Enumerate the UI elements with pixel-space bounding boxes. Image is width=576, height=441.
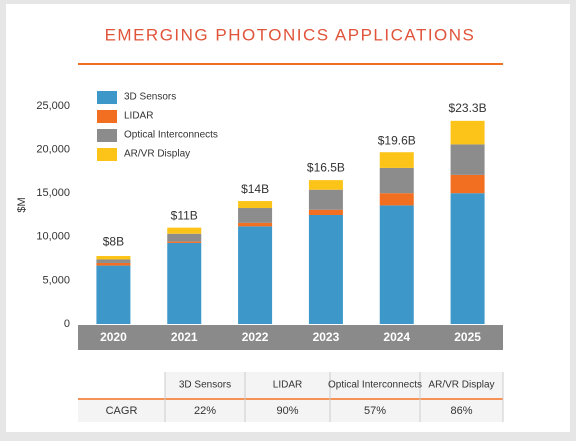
x-tick-label: 2022: [242, 330, 269, 344]
bar-segment: [96, 255, 131, 260]
bar-segment: [379, 167, 414, 194]
bar-segment: [450, 144, 485, 175]
table-row: [78, 400, 503, 422]
bar-segment: [308, 180, 343, 190]
x-tick-label: 2025: [454, 330, 481, 344]
legend-swatch: [97, 129, 117, 142]
legend-label: Optical Interconnects: [124, 130, 218, 141]
table-cell: 90%: [276, 405, 298, 417]
bar-segment: [379, 193, 414, 206]
legend-label: AR/VR Display: [124, 149, 190, 160]
y-tick-label: 15,000: [36, 187, 70, 199]
y-tick-label: 5,000: [42, 274, 70, 286]
x-tick-label: 2023: [313, 330, 340, 344]
table-header-cell: LIDAR: [273, 380, 302, 391]
bar-segment: [379, 152, 414, 168]
x-tick-label: 2024: [383, 330, 410, 344]
bar-segment: [238, 222, 273, 227]
bar-segment: [238, 201, 273, 209]
legend-swatch: [97, 91, 117, 104]
y-axis-label: $M: [16, 197, 28, 212]
table-header: [165, 372, 503, 398]
chart-title: EMERGING PHOTONICS APPLICATIONS: [105, 25, 476, 44]
legend-label: 3D Sensors: [124, 92, 176, 103]
table-header-cell: Optical Interconnects: [328, 380, 422, 391]
total-label: $23.3B: [449, 101, 487, 115]
bar-segment: [96, 265, 131, 324]
y-tick-label: 10,000: [36, 231, 70, 243]
bar-segment: [238, 208, 273, 223]
table-cell: 86%: [450, 405, 472, 417]
legend-swatch: [97, 148, 117, 161]
table-cell: 22%: [194, 405, 216, 417]
bar-segment: [308, 215, 343, 324]
panel: [6, 4, 570, 432]
bar-segment: [308, 209, 343, 215]
bar-segment: [238, 226, 273, 324]
total-label: $19.6B: [378, 133, 416, 147]
bar-segment: [167, 242, 202, 324]
year-strip: [78, 325, 503, 350]
table-header-cell: AR/VR Display: [428, 380, 494, 391]
bar-segment: [96, 259, 131, 263]
y-tick-label: 20,000: [36, 144, 70, 156]
bar-segment: [167, 233, 202, 242]
bar-segment: [96, 262, 131, 266]
x-tick-label: 2021: [171, 330, 198, 344]
total-label: $8B: [103, 234, 124, 248]
table-cell: CAGR: [106, 405, 138, 417]
bar-segment: [450, 120, 485, 145]
total-label: $11B: [171, 208, 198, 222]
bar-segment: [379, 205, 414, 324]
total-label: $16.5B: [307, 160, 345, 174]
bar-segment: [308, 189, 343, 210]
legend-swatch: [97, 110, 117, 123]
table-header-cell: 3D Sensors: [179, 380, 231, 391]
y-tick-label: 0: [64, 318, 70, 330]
bar-segment: [167, 241, 202, 243]
table-cell: 57%: [364, 405, 386, 417]
y-tick-label: 25,000: [36, 100, 70, 112]
legend-label: LIDAR: [124, 111, 153, 122]
bar-segment: [450, 174, 485, 194]
bar-segment: [450, 193, 485, 324]
total-label: $14B: [241, 182, 269, 196]
bar-segment: [167, 227, 202, 234]
x-tick-label: 2020: [100, 330, 127, 344]
